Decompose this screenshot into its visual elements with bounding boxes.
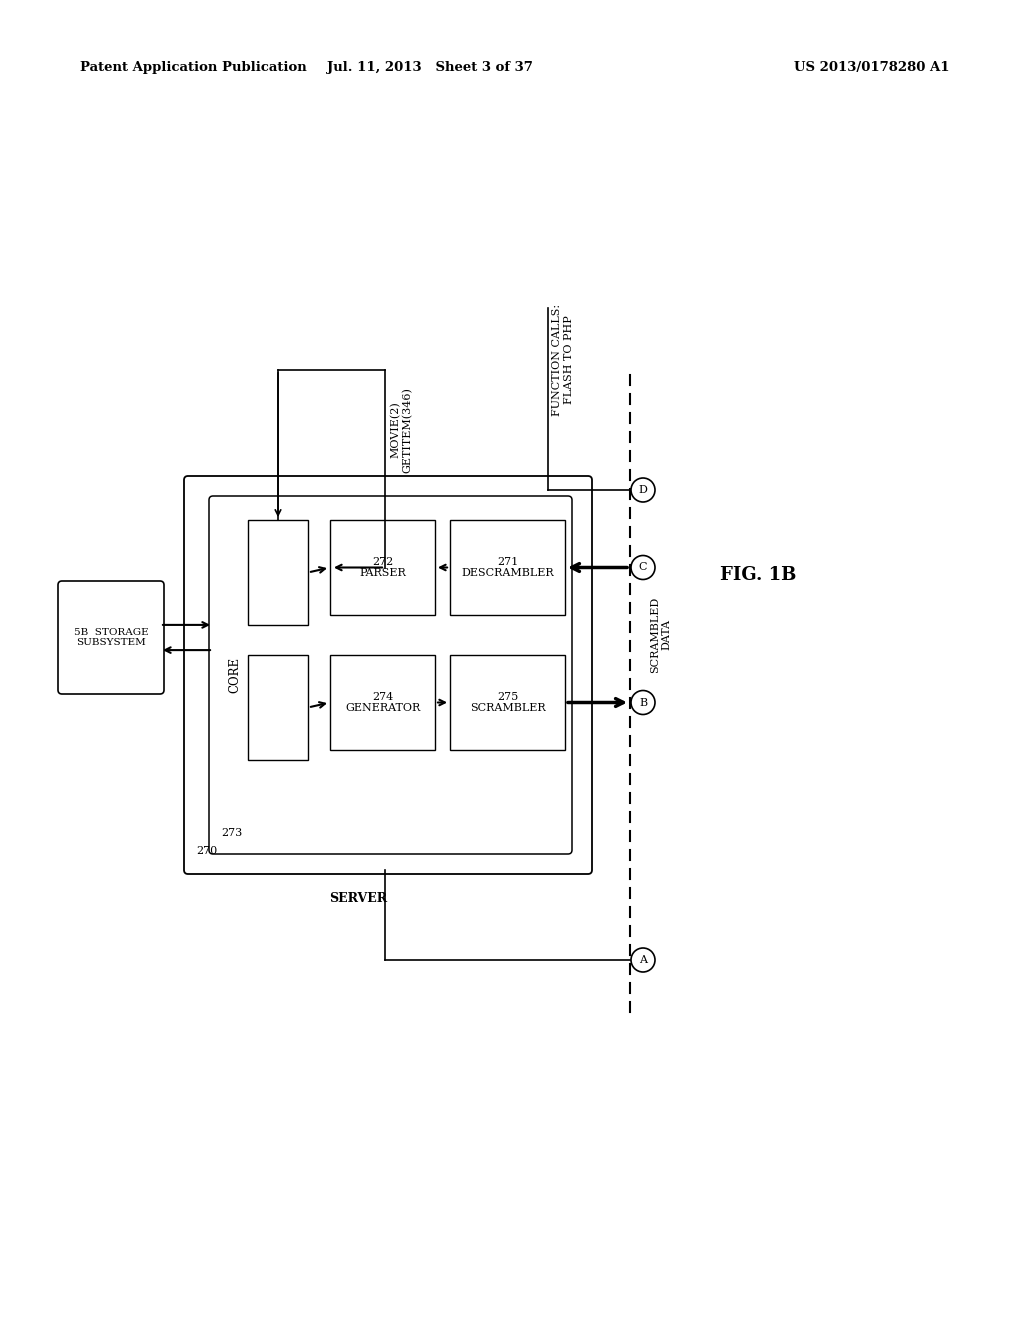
Text: SERVER: SERVER <box>329 892 387 906</box>
Text: US 2013/0178280 A1: US 2013/0178280 A1 <box>795 62 950 74</box>
Bar <box>330 655 435 750</box>
Text: 270: 270 <box>196 846 217 855</box>
Text: D: D <box>639 484 647 495</box>
Bar <box>248 655 308 760</box>
Text: FIG. 1B: FIG. 1B <box>720 566 797 583</box>
FancyBboxPatch shape <box>58 581 164 694</box>
Bar <box>450 655 565 750</box>
Text: 273: 273 <box>221 828 243 838</box>
Text: 272
PARSER: 272 PARSER <box>359 557 406 578</box>
Text: Jul. 11, 2013   Sheet 3 of 37: Jul. 11, 2013 Sheet 3 of 37 <box>327 62 532 74</box>
Bar <box>330 520 435 615</box>
Text: 5B  STORAGE
SUBSYSTEM: 5B STORAGE SUBSYSTEM <box>74 628 148 647</box>
Text: FUNCTION CALLS:
FLASH TO PHP: FUNCTION CALLS: FLASH TO PHP <box>552 304 573 416</box>
Text: 275
SCRAMBLER: 275 SCRAMBLER <box>470 692 546 713</box>
Text: SCRAMBLED
DATA: SCRAMBLED DATA <box>650 597 672 673</box>
Text: 274
GENERATOR: 274 GENERATOR <box>345 692 420 713</box>
FancyBboxPatch shape <box>184 477 592 874</box>
Text: 271
DESCRAMBLER: 271 DESCRAMBLER <box>461 557 554 578</box>
Text: MOVIE(2)
GETITEM(346): MOVIE(2) GETITEM(346) <box>390 387 413 473</box>
Text: CORE: CORE <box>228 657 242 693</box>
Text: A: A <box>639 954 647 965</box>
Bar <box>450 520 565 615</box>
Text: Patent Application Publication: Patent Application Publication <box>80 62 307 74</box>
Text: C: C <box>639 562 647 573</box>
Text: B: B <box>639 697 647 708</box>
Bar <box>248 520 308 624</box>
FancyBboxPatch shape <box>209 496 572 854</box>
